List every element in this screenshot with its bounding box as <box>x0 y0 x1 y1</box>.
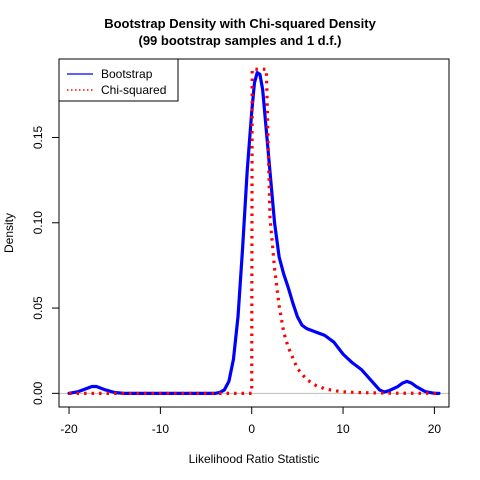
x-tick-label: 20 <box>428 422 442 436</box>
x-tick-label: -20 <box>60 422 78 436</box>
plot-frame <box>58 58 450 408</box>
x-axis: -20 -10 0 10 20 <box>60 406 442 436</box>
chart-title: Bootstrap Density with Chi-squared Densi… <box>104 16 376 31</box>
y-tick-label: 0.00 <box>31 381 45 405</box>
series-line-bootstrap <box>67 71 441 395</box>
y-axis: 0.00 0.05 0.10 0.15 <box>31 125 60 405</box>
legend-label-bootstrap: Bootstrap <box>101 67 153 81</box>
x-tick-label: -10 <box>152 422 170 436</box>
y-tick-label: 0.05 <box>31 296 45 320</box>
legend-box <box>58 58 179 102</box>
x-tick-label: 10 <box>336 422 350 436</box>
y-tick-label: 0.10 <box>31 211 45 235</box>
series-line-chi-squared <box>69 67 439 395</box>
legend-label-chi-squared: Chi-squared <box>101 83 166 97</box>
plot-area <box>59 67 449 395</box>
y-tick-label: 0.15 <box>31 125 45 149</box>
chart-subtitle: (99 bootstrap samples and 1 d.f.) <box>139 33 342 48</box>
x-tick-label: 0 <box>248 422 255 436</box>
y-axis-label: Density <box>2 213 16 253</box>
legend: Bootstrap Chi-squared <box>58 58 179 102</box>
x-axis-label: Likelihood Ratio Statistic <box>189 452 320 466</box>
